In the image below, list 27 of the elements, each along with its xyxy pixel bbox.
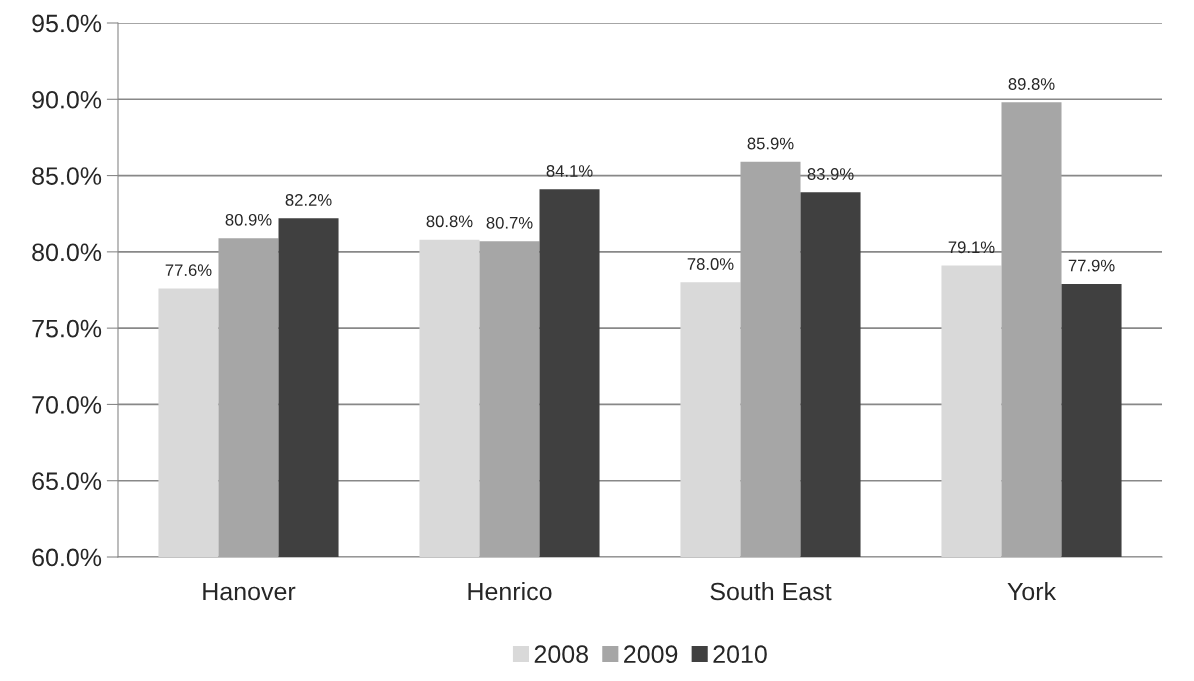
y-tick-label: 80.0%	[32, 243, 102, 262]
y-tick-label: 90.0%	[32, 90, 102, 109]
data-label: 82.2%	[285, 194, 332, 206]
y-tick-label: 95.0%	[32, 14, 102, 33]
data-label: 84.1%	[546, 165, 593, 177]
y-tick-label: 85.0%	[32, 167, 102, 185]
y-tick-label: 65.0%	[32, 472, 102, 491]
legend-label: 2009	[624, 645, 678, 664]
y-tick-label: 70.0%	[32, 396, 102, 414]
x-tick-label: South East	[710, 582, 832, 601]
x-tick-label: Henrico	[468, 582, 552, 601]
data-label: 89.8%	[1008, 78, 1055, 90]
data-label: 77.6%	[165, 264, 212, 277]
data-label: 78.0%	[687, 258, 734, 270]
y-tick-label: 75.0%	[32, 319, 102, 338]
legend-label: 2010	[713, 645, 767, 664]
data-label: 80.9%	[225, 213, 272, 226]
data-label: 79.1%	[948, 241, 995, 254]
x-tick-label: York	[1007, 582, 1057, 601]
data-label: 85.9%	[747, 137, 794, 150]
x-tick-label: Hanover	[203, 582, 296, 601]
y-tick-label: 60.0%	[32, 548, 102, 567]
data-label: 80.8%	[426, 215, 473, 228]
data-label: 77.9%	[1068, 259, 1115, 272]
data-label: 80.7%	[486, 216, 533, 229]
data-label: 83.9%	[807, 168, 854, 180]
legend-label: 2008	[534, 645, 588, 664]
